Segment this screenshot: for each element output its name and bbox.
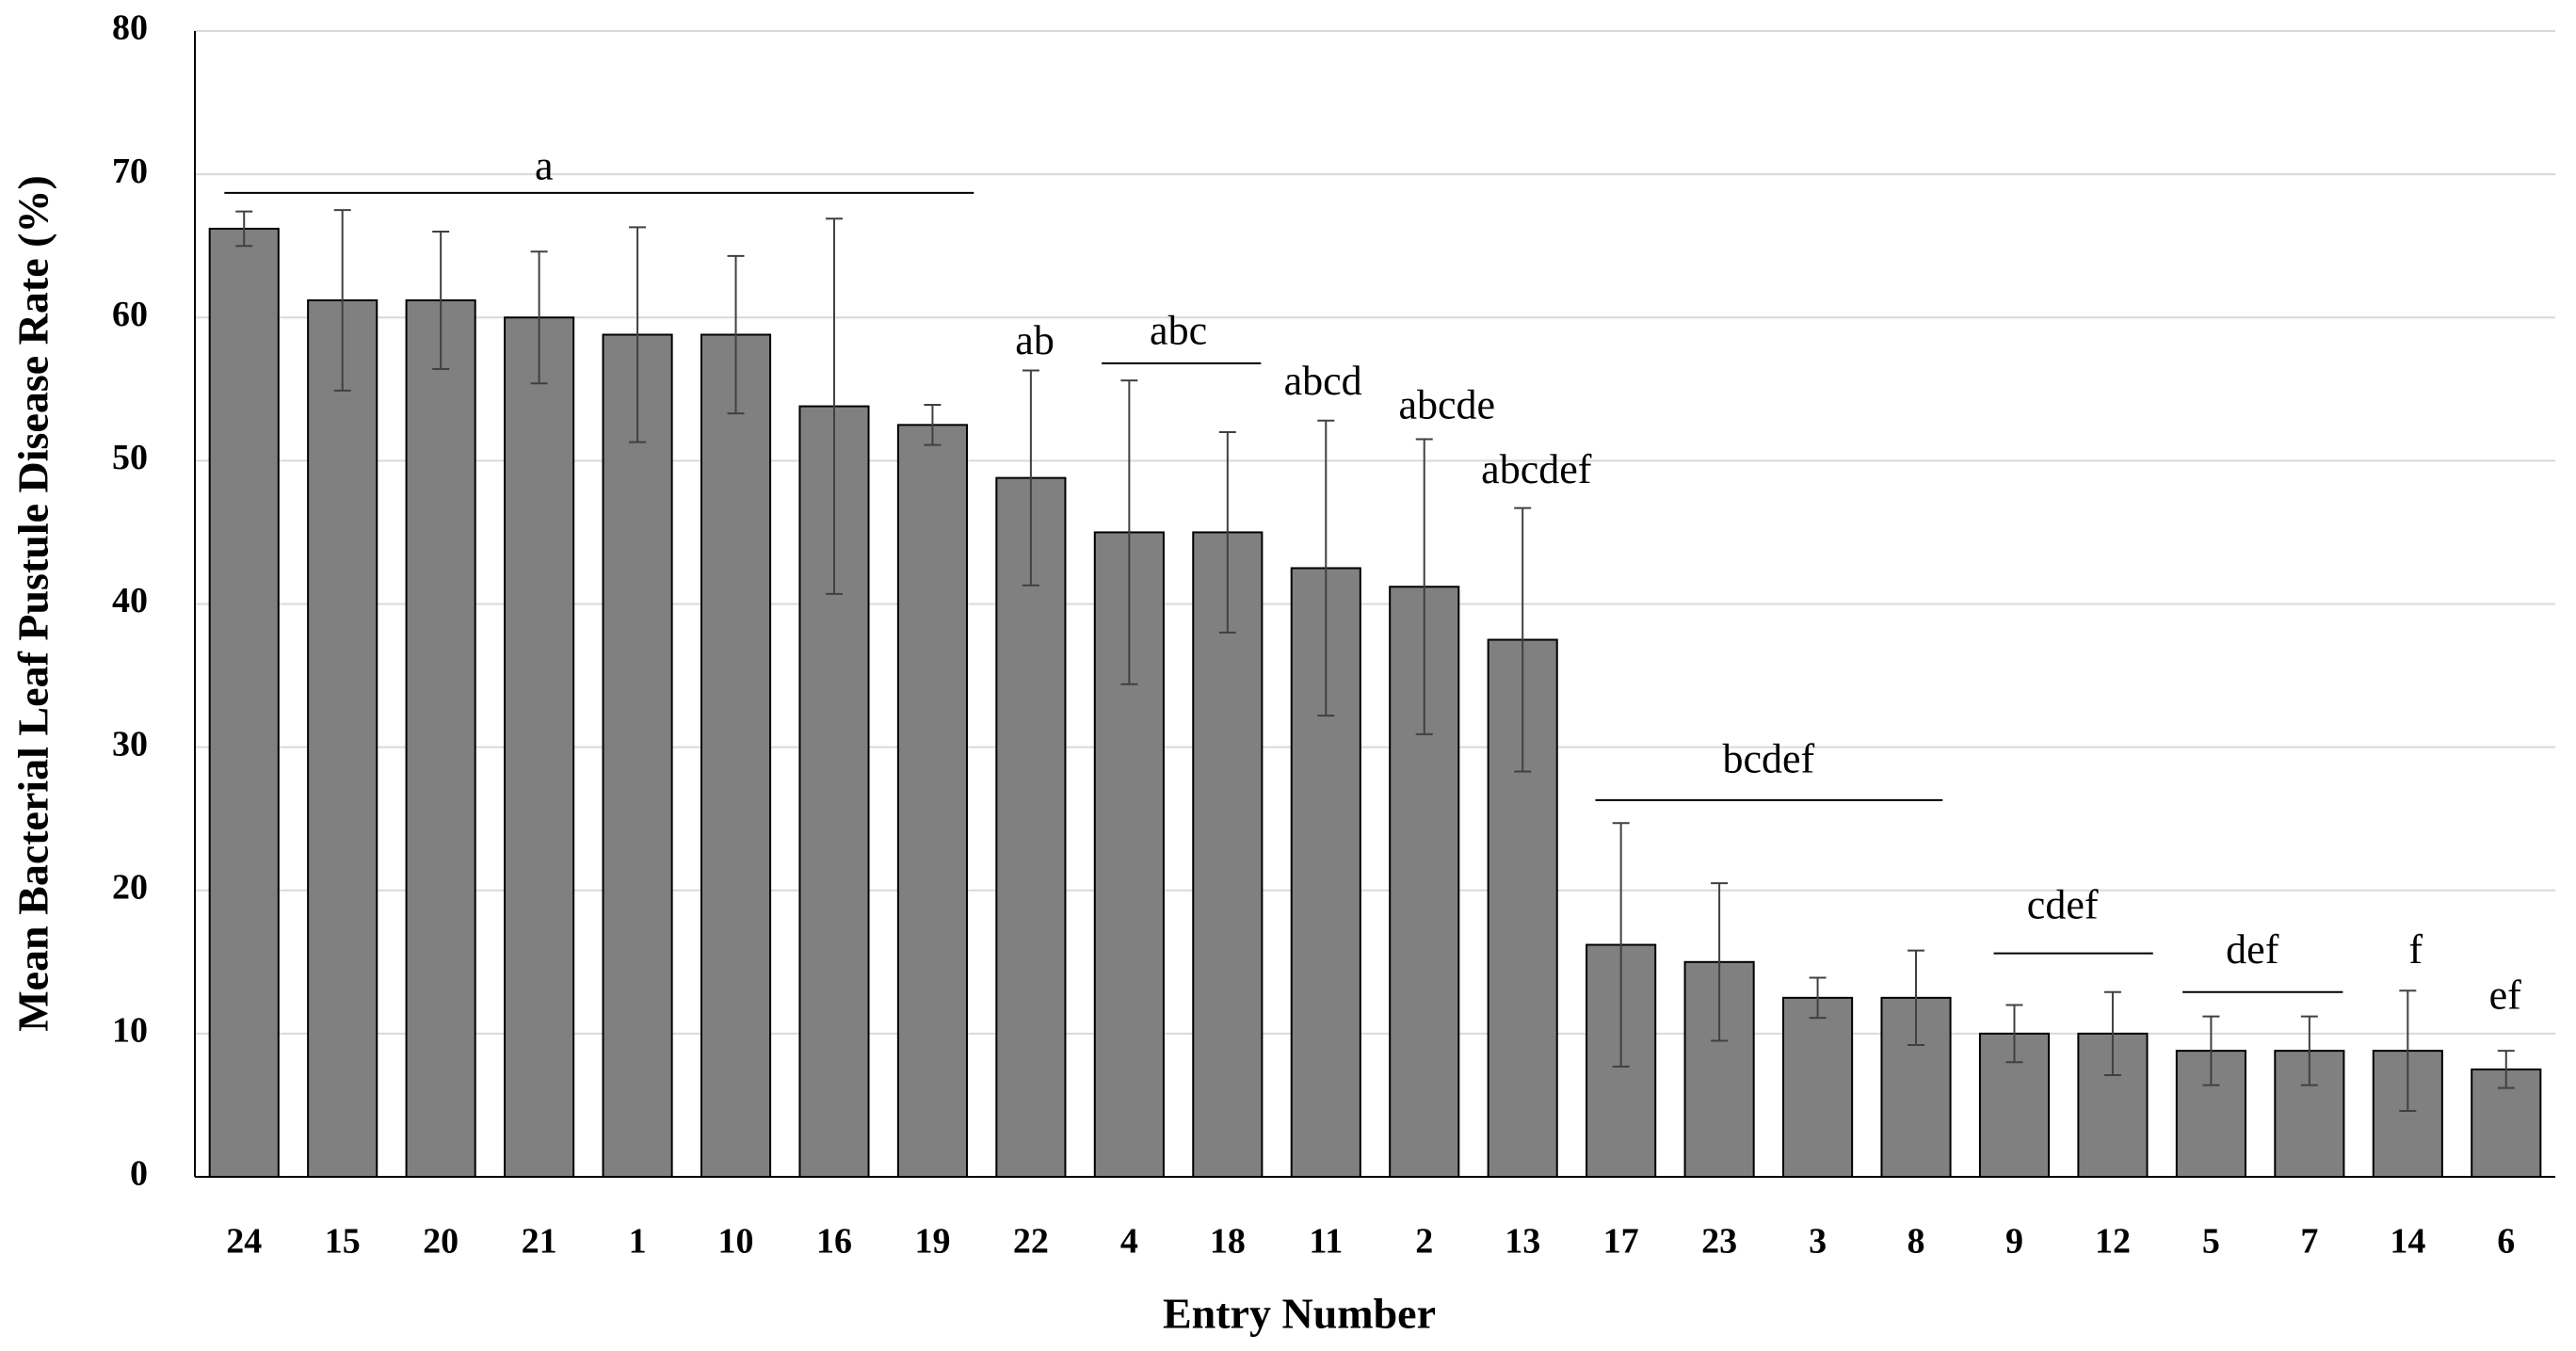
annotation: abcdef [1481, 446, 1592, 492]
annotation: abc [1150, 308, 1207, 354]
y-tick-label: 30 [112, 724, 148, 764]
bar [307, 298, 378, 1178]
bar [896, 424, 968, 1178]
x-tick-label: 13 [1505, 1222, 1540, 1262]
annotation: ef [2489, 972, 2522, 1018]
y-tick-label: 0 [130, 1154, 148, 1194]
bar [1192, 531, 1264, 1178]
x-tick-label: 20 [423, 1222, 459, 1262]
y-tick-label: 10 [112, 1011, 148, 1051]
bar [405, 298, 476, 1178]
y-tick-label: 70 [112, 152, 148, 191]
y-tick-label: 60 [112, 295, 148, 334]
x-tick-label: 16 [816, 1222, 852, 1262]
x-tick-label: 1 [629, 1222, 647, 1262]
x-tick-label: 9 [2005, 1222, 2023, 1262]
bar [1782, 996, 1854, 1178]
x-axis-title: Entry Number [1163, 1290, 1436, 1338]
x-tick-label: 8 [1908, 1222, 1925, 1262]
x-tick-label: 3 [1809, 1222, 1827, 1262]
annotation: abcd [1284, 358, 1362, 404]
x-tick-label: 24 [226, 1222, 262, 1262]
x-tick-label: 5 [2202, 1222, 2220, 1262]
x-tick-label: 21 [522, 1222, 557, 1262]
x-tick-label: 15 [325, 1222, 361, 1262]
annotation: cdef [2027, 882, 2099, 928]
annotation: def [2226, 926, 2279, 973]
annotation: bcdef [1722, 735, 1814, 781]
x-tick-label: 23 [1701, 1222, 1737, 1262]
bar [504, 316, 575, 1178]
annotation: abcde [1398, 382, 1495, 428]
y-tick-label: 40 [112, 581, 148, 620]
y-tick-label: 50 [112, 438, 148, 477]
y-tick-label: 80 [112, 8, 148, 48]
x-tick-label: 11 [1309, 1222, 1343, 1262]
x-tick-label: 19 [914, 1222, 950, 1262]
bar [602, 333, 673, 1178]
x-tick-label: 12 [2095, 1222, 2131, 1262]
x-tick-label: 17 [1603, 1222, 1639, 1262]
bar [700, 333, 772, 1178]
x-tick-label: 7 [2300, 1222, 2318, 1262]
bar [208, 227, 280, 1178]
x-tick-label: 14 [2390, 1222, 2425, 1262]
annotation: ab [1015, 317, 1055, 363]
x-tick-label: 4 [1120, 1222, 1138, 1262]
x-tick-label: 22 [1013, 1222, 1049, 1262]
x-tick-label: 2 [1415, 1222, 1433, 1262]
annotation: a [535, 143, 554, 189]
annotation: f [2408, 926, 2423, 973]
y-tick-label: 20 [112, 867, 148, 907]
bar [995, 476, 1067, 1178]
x-tick-label: 10 [718, 1222, 754, 1262]
x-tick-label: 6 [2497, 1222, 2515, 1262]
x-tick-label: 18 [1210, 1222, 1246, 1262]
y-axis-title: Mean Bacterial Leaf Pustule Disease Rate… [9, 175, 57, 1032]
